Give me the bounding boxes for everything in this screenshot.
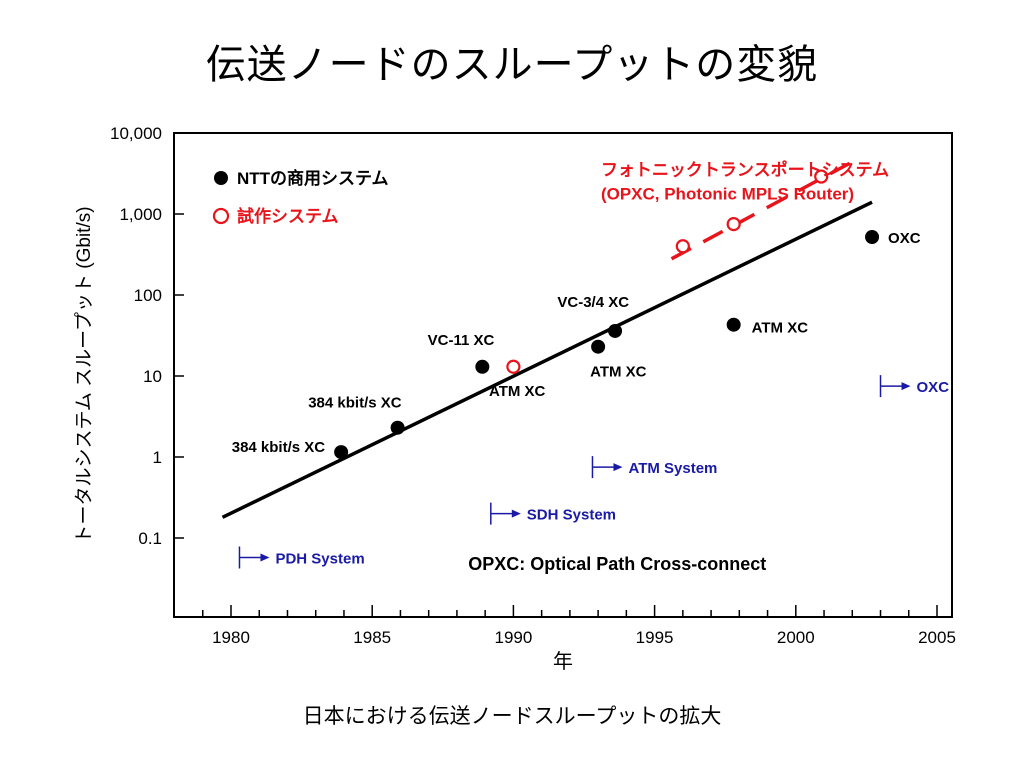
trend-line-commercial — [221, 200, 873, 519]
y-tick-label: 100 — [134, 286, 162, 305]
x-tick-label: 1980 — [212, 628, 250, 647]
arrow-right-icon — [901, 382, 911, 391]
system-label: SDH System — [527, 507, 616, 524]
arrow-right-icon — [613, 463, 623, 472]
annotation-text: OPXC: Optical Path Cross-connect — [468, 554, 766, 574]
system-label: PDH System — [275, 550, 364, 567]
legend-label: 試作システム — [237, 206, 339, 226]
x-tick-label: 2000 — [777, 628, 815, 647]
commercial-point — [726, 317, 741, 332]
commercial-point — [334, 445, 349, 460]
prototype-point — [675, 239, 690, 254]
y-tick-label: 0.1 — [138, 529, 162, 548]
x-tick-label: 2005 — [918, 628, 956, 647]
prototype-point — [726, 217, 741, 232]
x-axis-title: 年 — [553, 650, 573, 673]
commercial-point — [475, 359, 490, 374]
slide-title: 伝送ノードのスループットの変貌 — [205, 42, 819, 88]
x-tick-label: 1995 — [636, 628, 674, 647]
axis-ticks: 10,000 1,000 100 10 1 0.1 1980 1985 1990 1995 2000… — [110, 124, 956, 647]
y-tick-label: 10 — [143, 367, 162, 386]
throughput-chart: 10,000 1,000 100 10 1 0.1 1980 1985 1990 1995 2000… — [73, 124, 956, 673]
legend-open-marker — [212, 207, 230, 225]
point-label: VC-11 XC — [428, 332, 495, 349]
prototype-point — [506, 359, 521, 374]
point-label: VC-3/4 XC — [557, 294, 629, 311]
legend-filled-marker — [214, 171, 228, 185]
commercial-point — [608, 323, 623, 338]
arrow-right-icon — [260, 553, 270, 562]
point-label: ATM XC — [752, 320, 809, 337]
annotation-text: (OPXC, Photonic MPLS Router) — [601, 185, 854, 204]
annotations: フォトニックトランスポートシステム (OPXC, Photonic MPLS Ro… — [468, 159, 889, 574]
y-tick-label: 1,000 — [119, 205, 162, 224]
y-tick-label: 10,000 — [110, 124, 162, 143]
y-tick-label: 1 — [153, 448, 162, 467]
data-points — [334, 169, 880, 460]
point-label: ATM XC — [590, 364, 647, 381]
commercial-point — [865, 230, 880, 245]
slide-caption: 日本における伝送ノードスループットの拡大 — [302, 704, 722, 728]
point-label: 384 kbit/s XC — [232, 439, 326, 456]
arrow-right-icon — [511, 509, 521, 518]
annotation-text: フォトニックトランスポートシステム — [601, 159, 889, 179]
legend-label: NTTの商用システム — [237, 168, 389, 188]
point-label: ATM XC — [489, 383, 546, 400]
plot-frame — [173, 132, 953, 618]
system-label: OXC — [917, 379, 950, 396]
system-label: ATM System — [628, 460, 717, 477]
point-label: OXC — [888, 230, 921, 247]
system-markers: PDH System SDH System ATM System OXC — [238, 375, 950, 569]
prototype-point — [814, 169, 829, 184]
y-axis-title: トータルシステム スループット (Gbit/s) — [73, 206, 95, 543]
point-labels: 384 kbit/s XC 384 kbit/s XC VC-11 XC ATM XC… — [232, 230, 921, 456]
commercial-point — [591, 339, 606, 354]
x-tick-label: 1985 — [353, 628, 391, 647]
point-label: 384 kbit/s XC — [308, 395, 402, 412]
trend-lines — [221, 155, 873, 519]
commercial-point — [390, 420, 405, 435]
x-tick-label: 1990 — [494, 628, 532, 647]
